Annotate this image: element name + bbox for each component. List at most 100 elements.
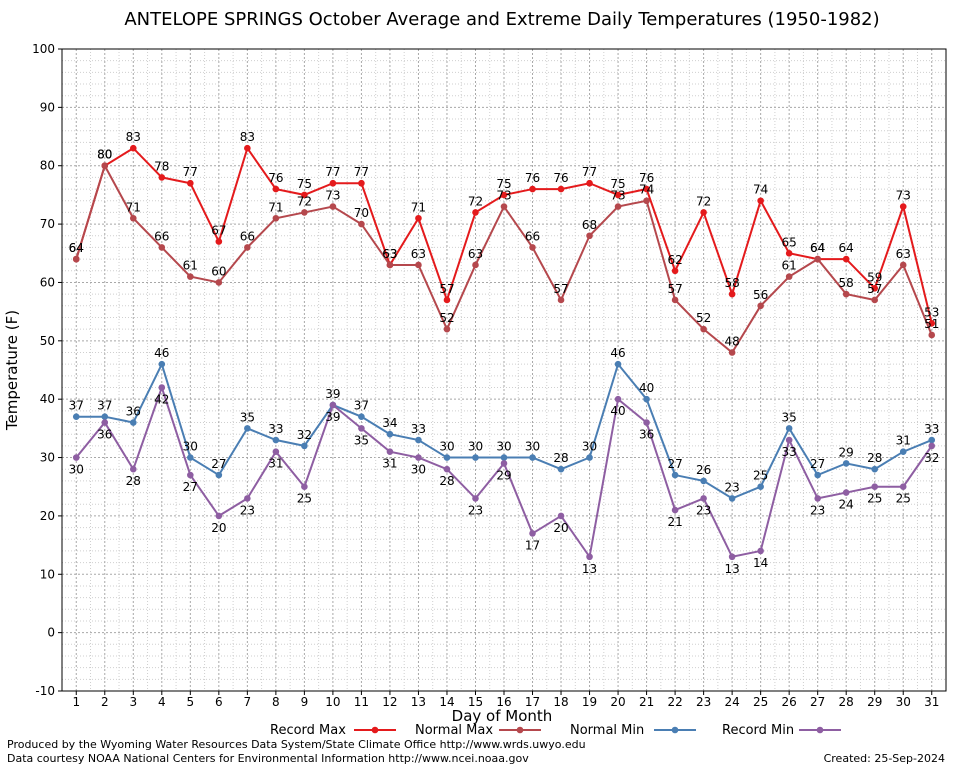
data-label: 30 bbox=[525, 440, 540, 454]
data-label: 52 bbox=[439, 311, 454, 325]
legend-swatch-marker bbox=[671, 726, 679, 734]
data-point bbox=[415, 436, 422, 444]
data-point bbox=[72, 255, 80, 263]
data-label: 28 bbox=[553, 451, 568, 465]
data-point bbox=[728, 290, 736, 298]
data-label: 77 bbox=[582, 165, 597, 179]
data-point bbox=[529, 454, 536, 461]
data-point bbox=[244, 144, 251, 152]
data-point bbox=[386, 261, 394, 269]
x-tick-label: 20 bbox=[610, 695, 625, 709]
data-point bbox=[671, 506, 679, 514]
data-label: 30 bbox=[582, 440, 597, 454]
data-point bbox=[72, 413, 80, 420]
data-label: 65 bbox=[782, 235, 797, 249]
y-tick-label: 70 bbox=[40, 217, 55, 231]
x-tick-label: 23 bbox=[696, 695, 711, 709]
x-tick-label: 11 bbox=[354, 695, 369, 709]
data-label: 23 bbox=[468, 503, 483, 517]
data-point bbox=[187, 454, 194, 461]
chart-title: ANTELOPE SPRINGS October Average and Ext… bbox=[124, 9, 879, 30]
data-label: 76 bbox=[525, 171, 540, 185]
data-label: 63 bbox=[896, 247, 911, 261]
data-point bbox=[129, 419, 137, 426]
data-label: 30 bbox=[69, 463, 84, 477]
data-point bbox=[643, 197, 650, 205]
data-label: 25 bbox=[753, 469, 768, 483]
data-point bbox=[329, 179, 337, 187]
data-point bbox=[700, 495, 707, 502]
x-tick-label: 15 bbox=[468, 695, 483, 709]
data-label: 32 bbox=[924, 451, 939, 465]
data-point bbox=[272, 214, 280, 222]
data-point bbox=[728, 349, 736, 356]
data-label: 77 bbox=[183, 165, 198, 179]
data-point bbox=[101, 413, 109, 420]
data-label: 72 bbox=[696, 194, 711, 208]
legend-item: Normal Max bbox=[415, 723, 541, 738]
data-label: 40 bbox=[610, 404, 625, 418]
data-label: 76 bbox=[268, 171, 283, 185]
data-label: 76 bbox=[553, 171, 568, 185]
data-point bbox=[101, 162, 109, 170]
data-point bbox=[472, 261, 479, 269]
x-tick-label: 6 bbox=[215, 695, 223, 709]
data-point bbox=[215, 512, 223, 520]
data-label: 68 bbox=[582, 218, 597, 232]
series-record-max: 64 80 83 78 77 67 83 76 75 77 77 63 71 57 72 75 76 76 77 75… bbox=[69, 130, 939, 327]
data-label: 30 bbox=[496, 440, 511, 454]
data-label: 39 bbox=[325, 410, 340, 424]
y-tick-label: 80 bbox=[40, 159, 55, 173]
data-label: 33 bbox=[782, 445, 797, 459]
data-point bbox=[757, 547, 764, 555]
y-tick-label: -10 bbox=[35, 684, 55, 698]
legend-item: Record Min bbox=[722, 723, 841, 738]
data-label: 35 bbox=[354, 433, 369, 447]
data-point bbox=[899, 483, 907, 491]
data-label: 39 bbox=[325, 387, 340, 401]
data-label: 83 bbox=[126, 130, 141, 144]
data-point bbox=[557, 512, 565, 520]
data-label: 73 bbox=[496, 189, 511, 203]
data-label: 57 bbox=[553, 282, 568, 296]
x-tick-label: 16 bbox=[496, 695, 511, 709]
data-label: 63 bbox=[468, 247, 483, 261]
y-tick-label: 50 bbox=[40, 334, 55, 348]
data-point bbox=[301, 191, 308, 199]
data-point bbox=[785, 425, 793, 432]
y-tick-label: 10 bbox=[40, 567, 55, 581]
data-point bbox=[329, 203, 337, 210]
data-point bbox=[244, 425, 251, 432]
data-point bbox=[301, 483, 308, 491]
data-label: 77 bbox=[354, 165, 369, 179]
data-point bbox=[814, 495, 821, 502]
data-label: 31 bbox=[268, 457, 283, 471]
data-point bbox=[700, 477, 707, 485]
data-label: 29 bbox=[496, 468, 511, 482]
data-point bbox=[500, 203, 508, 210]
data-point bbox=[871, 465, 879, 473]
data-point bbox=[187, 273, 194, 280]
data-label: 26 bbox=[696, 463, 711, 477]
data-label: 63 bbox=[382, 247, 397, 261]
data-label: 74 bbox=[753, 183, 768, 197]
data-point bbox=[443, 296, 451, 304]
data-label: 75 bbox=[496, 177, 511, 191]
data-label: 80 bbox=[97, 148, 112, 162]
data-label: 76 bbox=[639, 171, 654, 185]
x-tick-label: 19 bbox=[582, 695, 597, 709]
data-label: 30 bbox=[411, 463, 426, 477]
x-tick-label: 21 bbox=[639, 695, 654, 709]
x-tick-label: 5 bbox=[187, 695, 195, 709]
data-label: 17 bbox=[525, 538, 540, 552]
x-tick-label: 22 bbox=[667, 695, 682, 709]
data-label: 75 bbox=[610, 177, 625, 191]
data-label: 32 bbox=[297, 428, 312, 442]
data-label: 20 bbox=[553, 521, 568, 535]
data-label: 63 bbox=[411, 247, 426, 261]
data-point bbox=[643, 395, 650, 403]
data-label: 24 bbox=[839, 498, 854, 512]
data-label: 66 bbox=[154, 229, 169, 243]
data-label: 73 bbox=[896, 189, 911, 203]
